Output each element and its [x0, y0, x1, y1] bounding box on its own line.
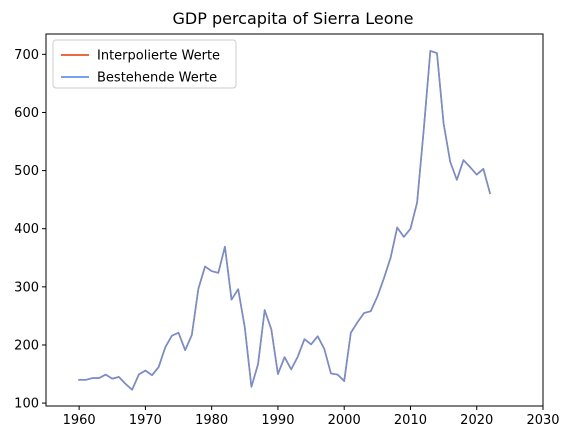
x-tick-label: 2030 [526, 413, 559, 428]
x-tick-label: 1990 [261, 413, 294, 428]
x-tick-label: 2010 [394, 413, 427, 428]
legend-box [52, 39, 237, 89]
x-tick-label: 1960 [63, 413, 96, 428]
y-tick-label: 400 [14, 222, 39, 237]
y-tick-label: 500 [14, 164, 39, 179]
x-tick-label: 1970 [129, 413, 162, 428]
legend-label: Interpolierte Werte [97, 49, 220, 64]
x-tick-label: 1980 [195, 413, 228, 428]
series-layer [78, 50, 491, 391]
x-tick-label: 2000 [328, 413, 361, 428]
y-tick-label: 600 [14, 106, 39, 121]
legend: Interpolierte Werte Bestehende Werte [52, 39, 237, 89]
x-tick-label: 2020 [460, 413, 493, 428]
y-tick-label: 200 [14, 338, 39, 353]
y-tick-label: 300 [14, 280, 39, 295]
y-tick-label: 700 [14, 48, 39, 63]
series-line-2 [78, 50, 491, 391]
legend-label: Bestehende Werte [97, 71, 217, 86]
axes-frame [45, 33, 544, 407]
y-tick-label: 100 [14, 397, 39, 412]
chart-title: GDP percapita of Sierra Leone [172, 9, 413, 28]
axes-layer: 1960 1970 1980 1990 2000 2010 2020 2030 100 200 30… [14, 33, 560, 428]
